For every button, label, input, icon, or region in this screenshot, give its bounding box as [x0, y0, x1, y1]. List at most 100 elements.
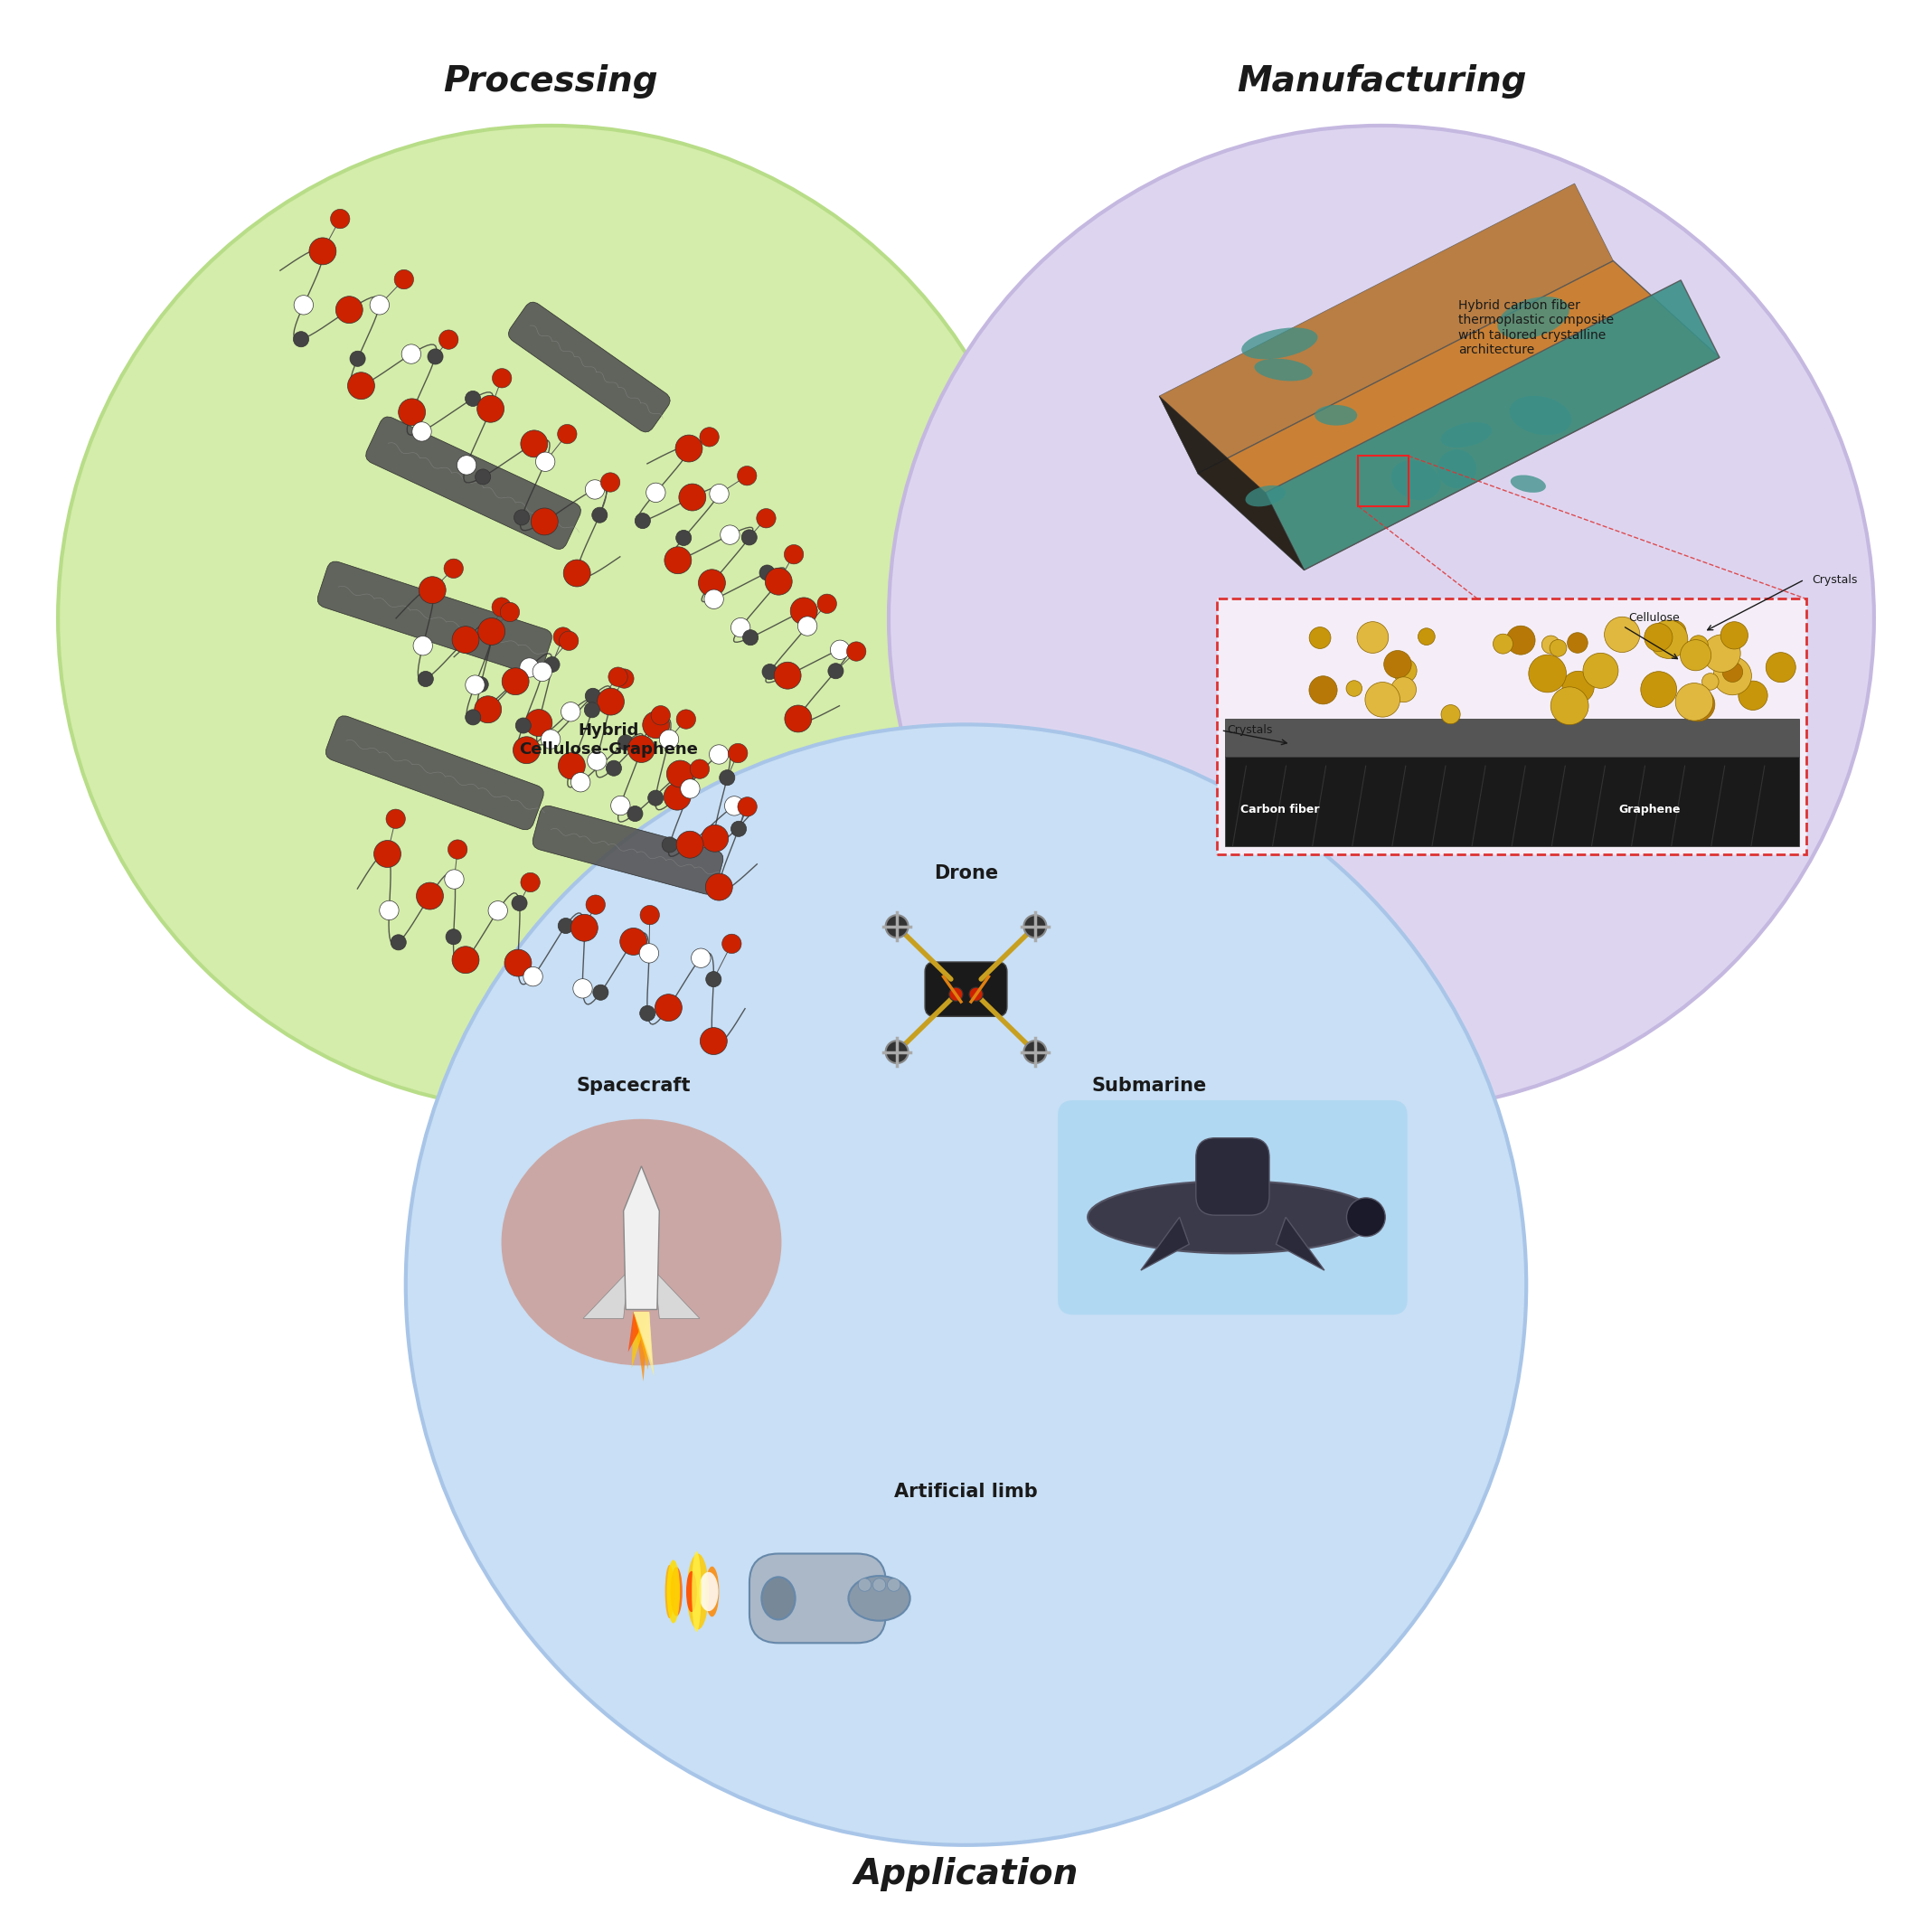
Circle shape: [705, 589, 724, 609]
Circle shape: [709, 485, 728, 504]
Circle shape: [458, 456, 477, 475]
Circle shape: [526, 709, 553, 736]
Circle shape: [667, 761, 694, 788]
Circle shape: [531, 508, 558, 535]
Circle shape: [742, 529, 757, 545]
Ellipse shape: [848, 1577, 910, 1621]
Circle shape: [1441, 705, 1461, 724]
Ellipse shape: [699, 1573, 719, 1611]
Circle shape: [690, 759, 709, 779]
Circle shape: [1347, 1198, 1385, 1236]
Circle shape: [1714, 657, 1752, 696]
Circle shape: [336, 296, 363, 323]
Circle shape: [415, 883, 442, 910]
Circle shape: [829, 663, 844, 678]
Circle shape: [1356, 622, 1389, 653]
Circle shape: [379, 900, 398, 920]
Circle shape: [545, 657, 560, 672]
Circle shape: [574, 980, 593, 999]
Circle shape: [466, 390, 481, 406]
Text: Hybrid carbon fiber
thermoplastic composite
with tailored crystalline
architectu: Hybrid carbon fiber thermoplastic compos…: [1459, 299, 1615, 355]
Circle shape: [1675, 684, 1714, 721]
Circle shape: [636, 514, 651, 529]
Circle shape: [1310, 628, 1331, 649]
Polygon shape: [634, 1312, 653, 1364]
Circle shape: [1528, 655, 1567, 692]
Circle shape: [651, 705, 670, 724]
FancyBboxPatch shape: [317, 562, 553, 674]
Circle shape: [1310, 676, 1337, 703]
Circle shape: [369, 296, 388, 315]
Circle shape: [585, 895, 605, 914]
Circle shape: [1702, 634, 1741, 672]
Text: Graphene: Graphene: [1619, 804, 1681, 815]
Circle shape: [493, 369, 512, 388]
Ellipse shape: [1509, 396, 1571, 435]
Circle shape: [1383, 651, 1412, 678]
Circle shape: [647, 790, 663, 806]
Circle shape: [520, 431, 547, 458]
FancyBboxPatch shape: [1225, 719, 1799, 757]
Circle shape: [558, 425, 578, 444]
Circle shape: [1582, 653, 1619, 688]
Circle shape: [742, 630, 757, 645]
Ellipse shape: [761, 1577, 796, 1619]
Circle shape: [1644, 624, 1673, 651]
Circle shape: [585, 688, 601, 703]
FancyBboxPatch shape: [1225, 757, 1799, 846]
Circle shape: [475, 696, 502, 723]
Circle shape: [757, 508, 777, 527]
Circle shape: [1347, 680, 1362, 696]
Circle shape: [593, 985, 609, 1001]
Ellipse shape: [1497, 298, 1569, 338]
Circle shape: [1024, 916, 1047, 937]
Circle shape: [1366, 682, 1401, 717]
Text: Carbon fiber: Carbon fiber: [1240, 804, 1320, 815]
Ellipse shape: [686, 1571, 697, 1611]
Circle shape: [570, 914, 597, 941]
Circle shape: [730, 821, 746, 837]
Text: Hybrid
Cellulose-Graphene: Hybrid Cellulose-Graphene: [520, 723, 697, 757]
FancyBboxPatch shape: [533, 806, 723, 895]
Circle shape: [639, 943, 659, 962]
Circle shape: [558, 752, 585, 779]
Circle shape: [446, 929, 462, 945]
Circle shape: [558, 632, 578, 651]
Circle shape: [553, 628, 572, 647]
Circle shape: [390, 935, 406, 951]
Circle shape: [719, 771, 734, 786]
Circle shape: [1604, 616, 1640, 653]
Circle shape: [699, 427, 719, 446]
FancyBboxPatch shape: [1196, 1138, 1269, 1215]
Circle shape: [1542, 636, 1559, 653]
Circle shape: [520, 659, 539, 678]
Circle shape: [413, 636, 433, 655]
Polygon shape: [1265, 280, 1719, 570]
Circle shape: [663, 837, 678, 852]
Circle shape: [1507, 626, 1536, 655]
Circle shape: [628, 806, 643, 821]
Circle shape: [58, 126, 1043, 1111]
Circle shape: [512, 895, 527, 910]
Circle shape: [609, 667, 628, 686]
Circle shape: [535, 452, 554, 471]
Circle shape: [730, 618, 750, 638]
Circle shape: [412, 421, 431, 440]
Circle shape: [398, 398, 425, 425]
Polygon shape: [628, 1312, 649, 1352]
Circle shape: [483, 618, 502, 638]
Circle shape: [858, 1578, 871, 1592]
FancyBboxPatch shape: [327, 715, 543, 831]
Circle shape: [1567, 632, 1588, 653]
Circle shape: [699, 1028, 726, 1055]
Circle shape: [452, 626, 479, 653]
Circle shape: [784, 705, 811, 732]
Circle shape: [587, 752, 607, 771]
Circle shape: [655, 995, 682, 1022]
Circle shape: [798, 616, 817, 636]
Circle shape: [444, 558, 464, 578]
Ellipse shape: [1391, 460, 1441, 500]
Ellipse shape: [670, 1567, 682, 1617]
Circle shape: [500, 603, 520, 622]
Circle shape: [330, 209, 350, 228]
